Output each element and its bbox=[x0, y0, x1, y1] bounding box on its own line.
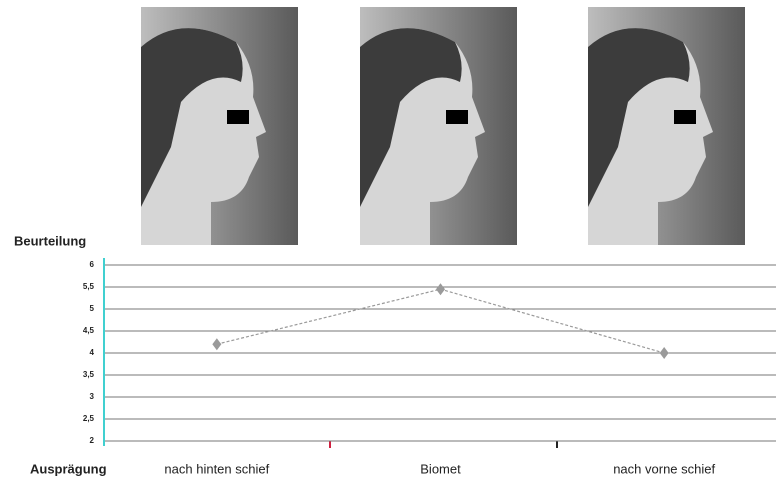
x-tick-label: Biomet bbox=[420, 461, 461, 476]
y-tick-label: 6 bbox=[90, 260, 95, 269]
y-tick-label: 5 bbox=[90, 304, 95, 313]
y-tick-label: 5,5 bbox=[83, 282, 95, 291]
x-axis-label: Ausprägung bbox=[30, 461, 107, 476]
data-point bbox=[212, 338, 222, 351]
photo bbox=[360, 7, 517, 245]
data-point bbox=[436, 283, 445, 296]
y-tick-label: 2 bbox=[90, 436, 95, 445]
photo bbox=[141, 7, 298, 245]
photo bbox=[588, 7, 745, 245]
series-line bbox=[216, 288, 665, 354]
y-tick-label: 3 bbox=[90, 392, 95, 401]
y-tick-label: 4 bbox=[90, 348, 95, 357]
y-tick-label: 3,5 bbox=[83, 370, 95, 379]
y-tick-label: 4,5 bbox=[83, 326, 95, 335]
x-tick-label: nach hinten schief bbox=[164, 461, 269, 476]
x-tick-label: nach vorne schief bbox=[613, 461, 715, 476]
y-tick-label: 2,5 bbox=[83, 414, 95, 423]
y-axis-label: Beurteilung bbox=[14, 233, 86, 248]
data-point bbox=[659, 347, 669, 359]
